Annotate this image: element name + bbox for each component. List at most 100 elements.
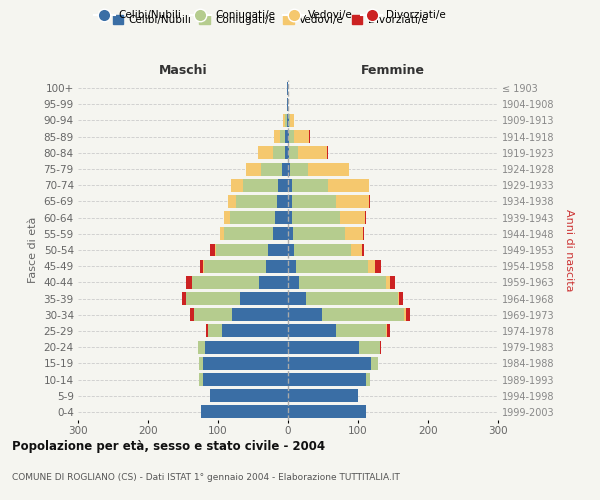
Bar [388,324,390,338]
Bar [200,406,288,418]
Bar [243,179,278,192]
Bar [192,276,259,289]
Legend: Celibi/Nubili, Coniugati/e, Vedovi/e, Divorziati/e: Celibi/Nubili, Coniugati/e, Vedovi/e, Di… [113,15,427,25]
Bar [241,292,288,305]
Bar [335,324,386,338]
Bar [268,244,288,256]
Bar [293,130,309,143]
Bar [351,244,362,256]
Bar [386,276,389,289]
Bar [308,162,349,175]
Bar [288,195,292,208]
Bar [206,324,208,338]
Bar [322,308,404,321]
Bar [287,114,288,127]
Bar [398,292,400,305]
Bar [292,179,328,192]
Bar [287,98,288,111]
Text: Maschi: Maschi [158,64,208,77]
Bar [386,324,388,338]
Bar [288,244,293,256]
Bar [328,179,368,192]
Bar [404,308,406,321]
Bar [283,114,285,127]
Bar [293,244,351,256]
Bar [204,260,266,272]
Bar [289,114,290,127]
Bar [292,195,335,208]
Bar [288,114,289,127]
Bar [368,260,375,272]
Bar [371,357,377,370]
Bar [199,340,205,353]
Bar [345,228,363,240]
Bar [299,276,386,289]
Bar [224,211,230,224]
Bar [380,340,381,353]
Bar [203,373,288,386]
Bar [215,244,216,256]
Bar [278,179,288,192]
Bar [259,276,288,289]
Bar [365,211,366,224]
Bar [309,130,310,143]
Bar [232,308,288,321]
Bar [288,340,359,353]
Bar [288,211,292,224]
Bar [208,324,221,338]
Bar [285,130,288,143]
Bar [290,114,293,127]
Bar [335,195,369,208]
Bar [190,308,193,321]
Bar [186,276,192,289]
Bar [203,260,204,272]
Bar [400,292,403,305]
Bar [367,373,370,386]
Bar [228,195,236,208]
Y-axis label: Fasce di età: Fasce di età [28,217,38,283]
Bar [288,357,371,370]
Bar [205,340,288,353]
Bar [236,195,277,208]
Bar [290,162,308,175]
Bar [277,195,288,208]
Bar [289,130,293,143]
Bar [296,260,368,272]
Bar [285,114,287,127]
Bar [368,179,369,192]
Bar [327,146,328,160]
Bar [288,228,293,240]
Bar [280,130,285,143]
Bar [200,260,203,272]
Bar [359,340,380,353]
Legend: Celibi/Nubili, Coniugati/e, Vedovi/e, Divorziati/e: Celibi/Nubili, Coniugati/e, Vedovi/e, Di… [94,10,446,20]
Bar [292,211,340,224]
Bar [288,324,335,338]
Bar [288,260,296,272]
Bar [224,228,272,240]
Bar [362,244,364,256]
Bar [287,82,288,94]
Text: Popolazione per età, sesso e stato civile - 2004: Popolazione per età, sesso e stato civil… [12,440,325,453]
Bar [209,389,288,402]
Bar [293,228,344,240]
Bar [199,357,203,370]
Bar [182,292,186,305]
Bar [272,228,288,240]
Bar [220,228,224,240]
Bar [266,260,288,272]
Text: Femmine: Femmine [361,64,425,77]
Bar [274,130,280,143]
Bar [288,373,367,386]
Bar [275,211,288,224]
Bar [230,179,243,192]
Y-axis label: Anni di nascita: Anni di nascita [565,208,574,291]
Bar [369,195,370,208]
Bar [283,162,288,175]
Bar [289,146,298,160]
Bar [186,292,241,305]
Bar [298,146,327,160]
Bar [288,406,367,418]
Bar [406,308,410,321]
Bar [288,276,299,289]
